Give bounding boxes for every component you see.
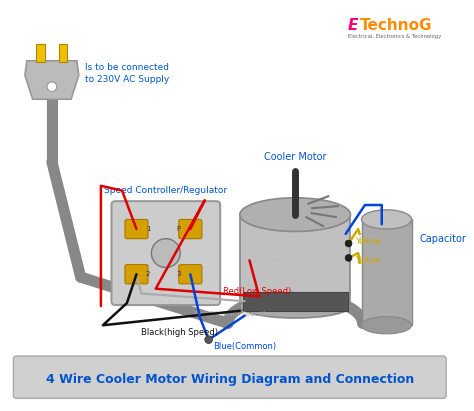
Text: Yellow: Yellow [356, 237, 381, 246]
FancyBboxPatch shape [125, 265, 148, 284]
FancyBboxPatch shape [13, 356, 446, 398]
Bar [59, 44, 67, 62]
Text: Electrical, Electronics & Technology: Electrical, Electronics & Technology [348, 34, 441, 39]
Text: 4 Wire Cooler Motor Wiring Diagram and Connection: 4 Wire Cooler Motor Wiring Diagram and C… [46, 373, 414, 386]
Bar [243, 291, 347, 311]
Text: 2: 2 [146, 271, 150, 277]
Text: Blue(Common): Blue(Common) [213, 342, 276, 351]
Ellipse shape [240, 198, 350, 231]
Circle shape [345, 240, 352, 247]
Text: Yellow: Yellow [356, 256, 381, 266]
Text: Speed Controller/Regulator: Speed Controller/Regulator [104, 187, 228, 195]
Text: Red(Low Speed): Red(Low Speed) [223, 287, 292, 296]
FancyBboxPatch shape [125, 219, 148, 239]
Text: P: P [177, 226, 181, 232]
Text: E: E [348, 18, 358, 32]
Text: Black(high Speed): Black(high Speed) [141, 328, 219, 337]
Text: TechnoG: TechnoG [360, 18, 432, 32]
Text: Is to be connected
to 230V AC Supply: Is to be connected to 230V AC Supply [84, 62, 169, 84]
Bar [362, 219, 411, 325]
Circle shape [47, 82, 57, 92]
FancyBboxPatch shape [179, 219, 202, 239]
Ellipse shape [362, 316, 411, 334]
FancyBboxPatch shape [111, 201, 220, 305]
Circle shape [151, 239, 180, 268]
Text: www.ETechnoG.com: www.ETechnoG.com [266, 258, 315, 263]
Polygon shape [25, 61, 79, 99]
Text: Cooler Motor: Cooler Motor [264, 152, 327, 162]
Circle shape [345, 254, 352, 261]
Text: 3: 3 [176, 271, 181, 277]
Ellipse shape [362, 210, 411, 229]
Circle shape [205, 336, 212, 344]
Text: Capacitor: Capacitor [419, 234, 466, 244]
Text: 1: 1 [146, 226, 150, 232]
Bar [36, 44, 45, 62]
Text: Pink(Medium Speed): Pink(Medium Speed) [194, 310, 266, 317]
FancyBboxPatch shape [179, 265, 202, 284]
Bar [240, 215, 350, 306]
Ellipse shape [240, 294, 350, 318]
